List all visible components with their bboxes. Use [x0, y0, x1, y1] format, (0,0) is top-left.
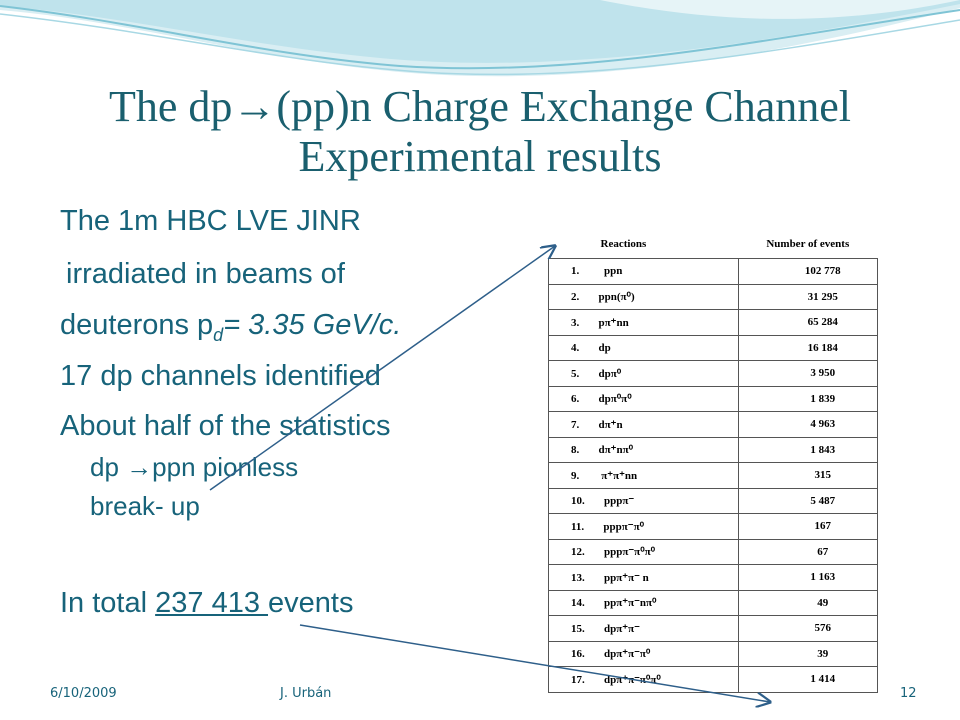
events-cell: 65 284	[737, 309, 879, 336]
body-line-6: dp →ppn pionless	[90, 452, 299, 482]
body-line-5: About half of the statistics	[60, 410, 391, 442]
table-row: 2. ppn(π⁰) 31 295	[548, 283, 879, 310]
total-label: In total	[60, 587, 156, 619]
table-header-row: Reactions Number of events	[549, 192, 878, 259]
reaction-cell: 16. dpπ⁺π⁻π⁰	[548, 640, 739, 667]
table-row: 4. dp 16 184	[548, 334, 879, 361]
reaction-cell: 13. ppπ⁺π⁻ n	[548, 564, 739, 591]
events-cell: 1 414	[737, 666, 879, 693]
reaction-cell: 5. dpπ⁰	[548, 360, 739, 387]
body-line-3-sub: d	[213, 324, 224, 345]
events-header: Number of events	[766, 238, 850, 250]
body-line-4: 17 dp channels identified	[60, 360, 381, 392]
title-line-2: Experimental results	[298, 132, 662, 181]
events-cell: 1 843	[737, 436, 879, 463]
body-line-2: irradiated in beams of	[66, 258, 345, 290]
reaction-cell: 7. dπ⁺n	[548, 411, 739, 438]
reactions-header: Reactions	[600, 238, 647, 250]
total-events-number: 237 413	[155, 587, 269, 619]
events-cell: 3 950	[737, 360, 879, 387]
body-line-3-post: = 3.35 GeV/c.	[223, 309, 402, 341]
body-line-1: The 1m HBC LVE JINR	[60, 205, 361, 237]
table-row: 15. dpπ⁺π⁻ 576	[548, 615, 879, 642]
events-cell: 31 295	[737, 283, 879, 310]
reaction-cell: 12. pppπ⁻π⁰π⁰	[548, 538, 739, 565]
table-row: 1. ppn 102 778	[548, 258, 879, 285]
events-cell: 1 839	[737, 385, 879, 412]
events-cell: 1 163	[737, 564, 879, 591]
table-row: 9. π⁺π⁺nn 315	[548, 462, 879, 489]
events-cell: 102 778	[737, 258, 879, 285]
body-line-8: In total 237 413 events	[60, 587, 353, 620]
slide-title: The dp→(pp)n Charge Exchange Channel Exp…	[40, 82, 920, 182]
total-events-suffix: events	[268, 587, 354, 619]
table-row: 16. dpπ⁺π⁻π⁰ 39	[548, 640, 879, 667]
body-line-3: deuterons pd= 3.35 GeV/c.	[60, 309, 401, 346]
reactions-table: Reactions Number of events 1. ppn 102 778…	[548, 192, 879, 693]
table-row: 3. pπ⁺nn 65 284	[548, 309, 879, 336]
reaction-cell: 11. pppπ⁻π⁰	[548, 513, 739, 540]
reaction-cell: 15. dpπ⁺π⁻	[548, 615, 739, 642]
reaction-cell: 6. dpπ⁰π⁰	[548, 385, 739, 412]
events-cell: 67	[737, 538, 879, 565]
events-cell: 16 184	[737, 334, 879, 361]
reaction-cell: 17. dpπ⁺π⁻π⁰π⁰	[548, 666, 739, 693]
footer-date: 6/10/2009	[50, 686, 117, 701]
reaction-cell: 3. pπ⁺nn	[548, 309, 739, 336]
events-cell: 5 487	[737, 487, 879, 514]
table-row: 7. dπ⁺n 4 963	[548, 411, 879, 438]
table-row: 17. dpπ⁺π⁻π⁰π⁰ 1 414	[548, 666, 879, 693]
footer-author: J. Urbán	[280, 686, 332, 701]
events-cell: 315	[737, 462, 879, 489]
events-cell: 576	[737, 615, 879, 642]
events-cell: 39	[737, 640, 879, 667]
header-wave-decoration	[0, 0, 960, 77]
reaction-cell: 8. dπ⁺nπ⁰	[548, 436, 739, 463]
table-row: 10. pppπ⁻ 5 487	[548, 487, 879, 514]
reaction-cell: 4. dp	[548, 334, 739, 361]
events-cell: 49	[737, 589, 879, 616]
body-line-7: break- up	[90, 491, 200, 521]
table-row: 11. pppπ⁻π⁰ 167	[548, 513, 879, 540]
table-row: 12. pppπ⁻π⁰π⁰ 67	[548, 538, 879, 565]
reaction-cell: 9. π⁺π⁺nn	[548, 462, 739, 489]
reaction-cell: 1. ppn	[548, 258, 739, 285]
title-line-1: The dp→(pp)n Charge Exchange Channel	[108, 82, 852, 131]
footer-page-number: 12	[900, 686, 917, 701]
table-row: 6. dpπ⁰π⁰ 1 839	[548, 385, 879, 412]
table-row: 8. dπ⁺nπ⁰ 1 843	[548, 436, 879, 463]
table-row: 14. ppπ⁺π⁻nπ⁰ 49	[548, 589, 879, 616]
body-line-3-pre: deuterons p	[60, 309, 214, 341]
reaction-cell: 14. ppπ⁺π⁻nπ⁰	[548, 589, 739, 616]
events-cell: 167	[737, 513, 879, 540]
reaction-cell: 2. ppn(π⁰)	[548, 283, 739, 310]
table-row: 5. dpπ⁰ 3 950	[548, 360, 879, 387]
reaction-cell: 10. pppπ⁻	[548, 487, 739, 514]
events-cell: 4 963	[737, 411, 879, 438]
